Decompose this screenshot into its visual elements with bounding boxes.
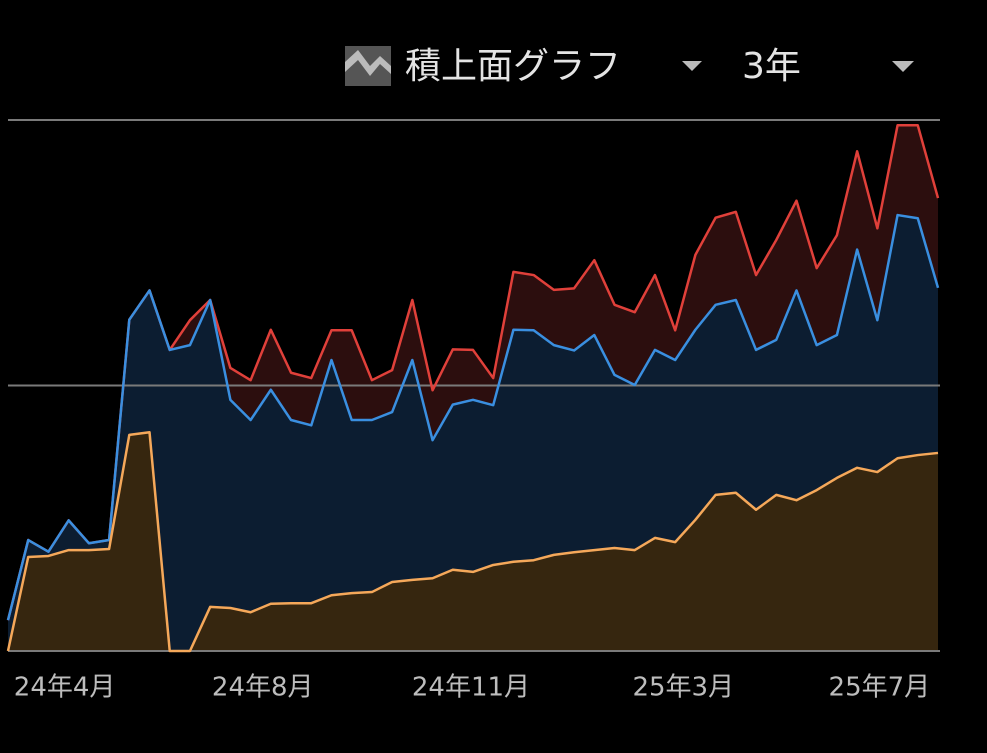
area-fill [8,125,938,621]
x-tick-label: 24年8月 [212,673,314,703]
area-icon-line [345,50,391,76]
area-fill [8,215,938,651]
area-line [6,430,939,653]
x-tick-label: 24年11月 [412,673,530,703]
x-tick-label: 25年3月 [632,673,734,703]
area-line [6,213,940,621]
x-tick-label: 24年4月 [14,673,116,703]
dropdown-arrow [682,61,702,71]
area-fill [8,432,938,651]
range-label: 3年 [742,46,801,87]
x-tick-label: 25年7月 [829,673,931,703]
chart-type-label: 積上面グラフ [405,46,621,87]
chart-type-control[interactable]: 積上面グラフ [345,46,702,87]
range-control[interactable]: 3年 [742,46,914,87]
dropdown-arrow [892,61,914,72]
